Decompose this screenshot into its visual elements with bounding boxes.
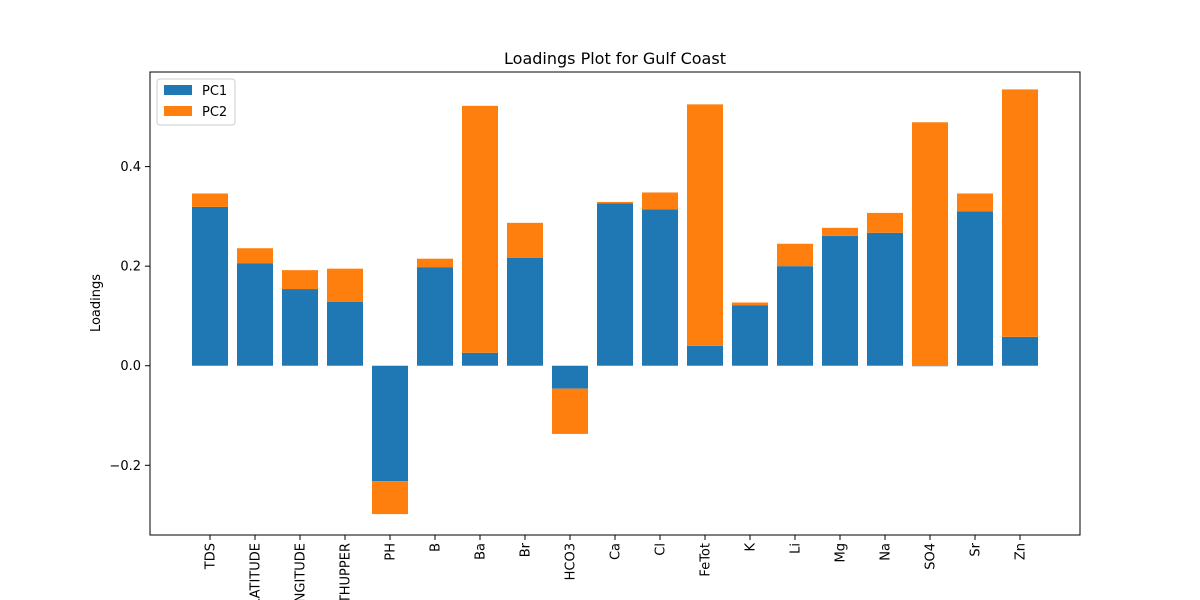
x-tick-label-li: Li xyxy=(789,543,804,554)
bar-pc2-so4 xyxy=(912,122,948,366)
bar-pc1-depthupper xyxy=(327,302,363,366)
bar-pc2-zn xyxy=(1002,89,1038,337)
bar-pc2-tds xyxy=(192,193,228,207)
x-tick-label-sr: Sr xyxy=(969,542,984,556)
legend-label-pc1: PC1 xyxy=(202,84,227,99)
bar-pc1-so4 xyxy=(912,365,948,367)
bar-pc1-ba xyxy=(462,352,498,366)
bar-pc1-latitude xyxy=(237,263,273,366)
y-tick-label: −0.2 xyxy=(109,459,141,474)
x-tick-label-b: B xyxy=(429,543,444,552)
y-axis-ticks: −0.2 0.0 0.2 0.4 xyxy=(109,160,150,474)
bar-pc2-hco3 xyxy=(552,388,588,434)
bar-pc2-latitude xyxy=(237,248,273,264)
x-axis-ticks: TDS LATITUDE LONGITUDE DEPTHUPPER PH B Ba Br HCO… xyxy=(204,535,1029,600)
bar-pc1-b xyxy=(417,267,453,366)
legend-swatch-pc1 xyxy=(164,85,192,95)
bar-pc1-li xyxy=(777,266,813,366)
bar-pc1-k xyxy=(732,305,768,366)
y-tick-label: 0.0 xyxy=(120,359,141,374)
x-tick-label-ca: Ca xyxy=(609,543,624,560)
bar-pc1-mg xyxy=(822,235,858,366)
bar-pc2-longitude xyxy=(282,270,318,290)
bar-pc1-hco3 xyxy=(552,365,588,389)
x-tick-label-longitude: LONGITUDE xyxy=(294,543,309,600)
bar-pc2-ba xyxy=(462,105,498,353)
y-tick-label: 0.4 xyxy=(120,160,141,175)
bar-pc2-mg xyxy=(822,227,858,236)
bar-pc2-k xyxy=(732,302,768,306)
y-axis-label: Loadings xyxy=(89,274,104,332)
x-tick-label-tds: TDS xyxy=(204,543,219,570)
x-tick-label-so4: SO4 xyxy=(924,543,939,570)
bar-pc1-zn xyxy=(1002,336,1038,366)
bar-pc1-br xyxy=(507,257,543,366)
x-tick-label-zn: Zn xyxy=(1014,543,1029,560)
bar-pc2-b xyxy=(417,258,453,268)
bar-pc2-ph xyxy=(372,481,408,515)
x-tick-label-cl: Cl xyxy=(654,543,669,556)
bar-pc1-cl xyxy=(642,209,678,366)
bar-pc2-depthupper xyxy=(327,268,363,303)
bar-pc2-br xyxy=(507,222,543,258)
bar-pc2-fetot xyxy=(687,104,723,346)
x-tick-label-mg: Mg xyxy=(834,543,849,562)
x-tick-label-fetot: FeTot xyxy=(699,543,714,577)
legend-label-pc2: PC2 xyxy=(202,105,227,120)
bar-pc1-fetot xyxy=(687,345,723,366)
y-tick-label: 0.2 xyxy=(120,260,141,275)
bar-pc1-tds xyxy=(192,206,228,366)
legend-swatch-pc2 xyxy=(164,106,192,116)
x-tick-label-depthupper: DEPTHUPPER xyxy=(339,543,354,600)
chart-title: Loadings Plot for Gulf Coast xyxy=(504,49,726,68)
bar-pc1-ca xyxy=(597,203,633,366)
bar-pc1-ph xyxy=(372,365,408,482)
bars-group xyxy=(192,89,1038,515)
x-tick-label-hco3: HCO3 xyxy=(564,543,579,580)
bar-pc1-na xyxy=(867,232,903,366)
legend: PC1 PC2 xyxy=(156,78,236,126)
x-tick-label-na: Na xyxy=(879,543,894,561)
bar-pc1-sr xyxy=(957,211,993,366)
bar-pc2-ca xyxy=(597,201,633,204)
x-tick-label-ph: PH xyxy=(384,543,399,561)
bar-pc1-longitude xyxy=(282,289,318,366)
bar-pc2-cl xyxy=(642,192,678,210)
x-tick-label-ba: Ba xyxy=(474,543,489,560)
x-tick-label-k: K xyxy=(744,543,759,552)
bar-pc2-li xyxy=(777,243,813,267)
bar-pc2-sr xyxy=(957,193,993,212)
x-tick-label-latitude: LATITUDE xyxy=(249,543,264,600)
bar-pc2-na xyxy=(867,212,903,233)
x-tick-label-br: Br xyxy=(519,542,534,557)
